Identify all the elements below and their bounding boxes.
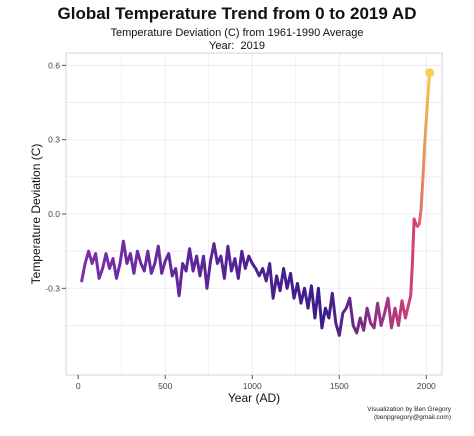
x-tick-label: 0: [76, 381, 81, 391]
y-tick-label: 0.3: [48, 135, 60, 145]
x-tick-label: 1500: [330, 381, 349, 391]
chart-title: Global Temperature Trend from 0 to 2019 …: [57, 4, 417, 23]
x-axis-label: Year (AD): [228, 391, 280, 405]
y-tick-label: 0.6: [48, 60, 60, 70]
axis-ticks: 0 500 1000 1500 2000 -0.3 0.0 0.3 0.6: [45, 60, 436, 391]
x-tick-label: 500: [158, 381, 172, 391]
caption-email: (benpgregory@gmail.com): [373, 414, 451, 421]
chart-subtitle: Temperature Deviation (C) from 1961-1990…: [110, 27, 364, 39]
series-layer: [80, 68, 435, 337]
y-tick-label: -0.3: [45, 283, 60, 293]
year-label: Year:: [209, 40, 235, 52]
y-axis-label: Temperature Deviation (C): [29, 144, 43, 285]
series-line-0: [80, 71, 432, 337]
grid: [66, 53, 442, 375]
year-value: 2019: [240, 40, 265, 52]
x-tick-label: 2000: [417, 381, 436, 391]
x-tick-label: 1000: [243, 381, 262, 391]
caption-credit: Visualization by Ben Gregory: [367, 406, 451, 413]
year-indicator: Year: 2019: [0, 40, 474, 52]
current-year-point: [425, 68, 435, 78]
caption: Visualization by Ben Gregory (benpgregor…: [367, 406, 451, 422]
y-tick-label: 0.0: [48, 209, 60, 219]
